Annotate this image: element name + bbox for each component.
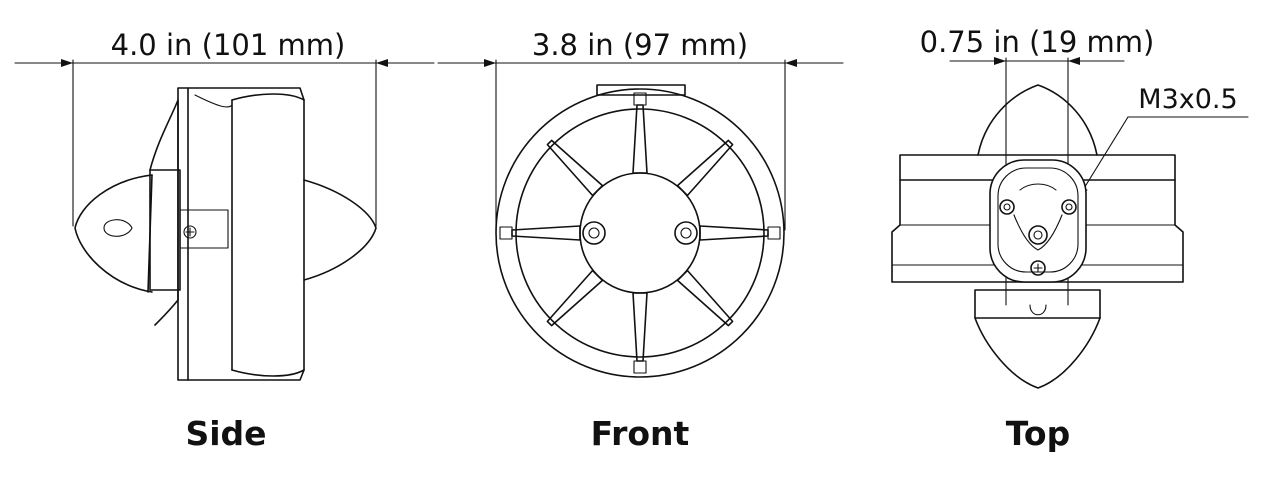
stator-vane: [511, 225, 581, 241]
stator-vane: [546, 269, 604, 327]
vane-tab: [633, 360, 647, 374]
side-dimension: 4.0 in (101 mm): [14, 28, 435, 227]
stator-vane: [699, 225, 769, 241]
top-caption: Top: [1006, 414, 1070, 453]
stator-vane: [676, 269, 734, 327]
front-dimension: 3.8 in (97 mm): [437, 28, 844, 231]
side-dimension-label: 4.0 in (101 mm): [111, 28, 346, 62]
vane-tab: [499, 226, 513, 240]
thread-note: M3x0.5: [1138, 84, 1237, 115]
vane-tab: [633, 92, 647, 106]
side-view: 4.0 in (101 mm): [14, 28, 435, 381]
stator-vane: [676, 139, 734, 197]
front-dimension-label: 3.8 in (97 mm): [532, 28, 748, 62]
thread-callout: M3x0.5: [1077, 84, 1249, 199]
stator-vane: [632, 292, 648, 362]
front-view: 3.8 in (97 mm): [437, 28, 844, 378]
stator-vane: [632, 104, 648, 174]
side-caption: Side: [185, 414, 266, 453]
top-view: 0.75 in (19 mm) M3x0.5: [891, 25, 1249, 389]
top-dimension: 0.75 in (19 mm): [920, 25, 1155, 306]
front-spokes: [499, 92, 781, 374]
front-caption: Front: [591, 414, 690, 453]
stator-vane: [546, 139, 604, 197]
top-dimension-label: 0.75 in (19 mm): [920, 25, 1155, 59]
vane-tab: [767, 226, 781, 240]
